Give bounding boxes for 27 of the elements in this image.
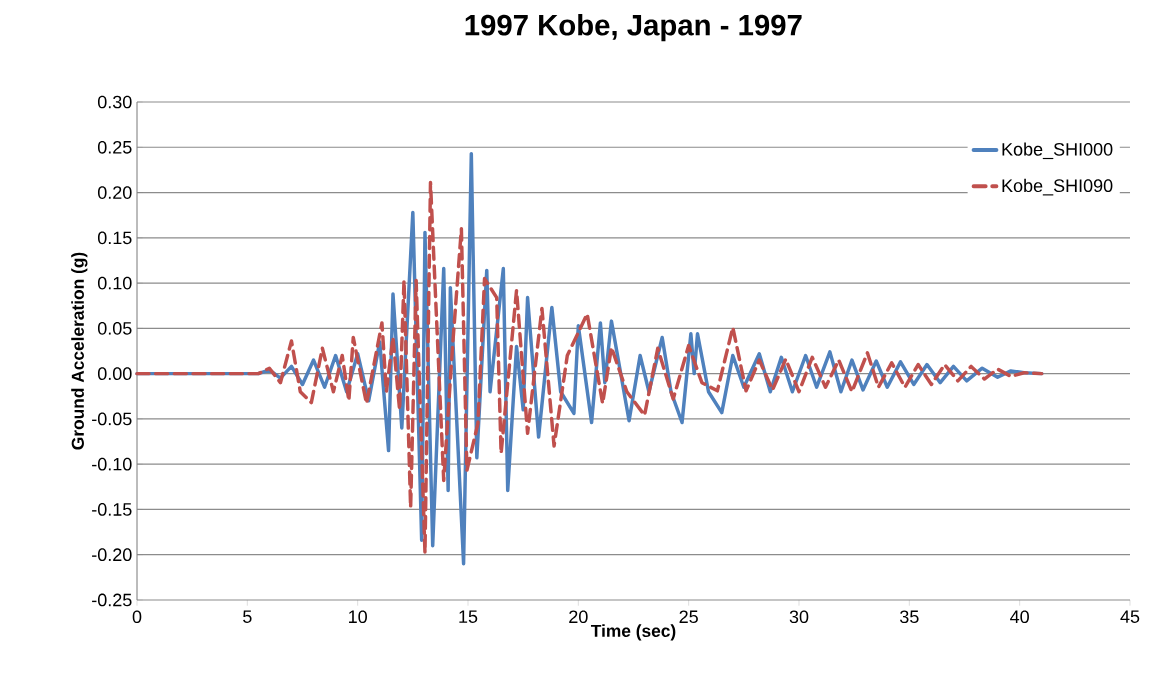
y-tick-label: -0.15: [92, 503, 132, 516]
y-tick-label: 0.20: [97, 186, 132, 199]
x-tick-label: 35: [900, 610, 919, 624]
x-tick-label: 0: [132, 610, 142, 624]
x-tick-label: 40: [1010, 610, 1029, 624]
y-tick-label: -0.10: [92, 457, 132, 471]
x-axis-title: Time (sec): [590, 624, 676, 641]
x-tick-label: 10: [349, 610, 367, 624]
y-tick-label: -0.25: [92, 593, 132, 607]
x-tick-label: 20: [569, 610, 588, 624]
legend-label: Kobe_SHI090: [1002, 178, 1113, 196]
x-tick-label: 45: [1120, 610, 1140, 623]
x-tick-label: 15: [459, 610, 478, 623]
y-tick-label: 0.10: [97, 276, 132, 290]
x-tick-label: 30: [789, 610, 809, 624]
x-tick-label: 25: [679, 610, 698, 624]
y-tick-label: 0.00: [97, 367, 132, 380]
y-tick-label: -0.05: [92, 412, 132, 426]
y-tick-label: 0.30: [97, 95, 132, 109]
y-tick-label: -0.20: [92, 548, 132, 562]
y-tick-label: 0.25: [97, 140, 132, 154]
y-tick-label: 0.05: [97, 321, 132, 335]
legend-label: Kobe_SHI000: [1002, 142, 1113, 160]
x-tick-label: 5: [243, 610, 252, 623]
y-axis-title: Ground Acceleration (g): [71, 252, 88, 450]
y-tick-label: 0.15: [97, 231, 132, 245]
chart-title: 1997 Kobe, Japan - 1997: [465, 14, 802, 42]
